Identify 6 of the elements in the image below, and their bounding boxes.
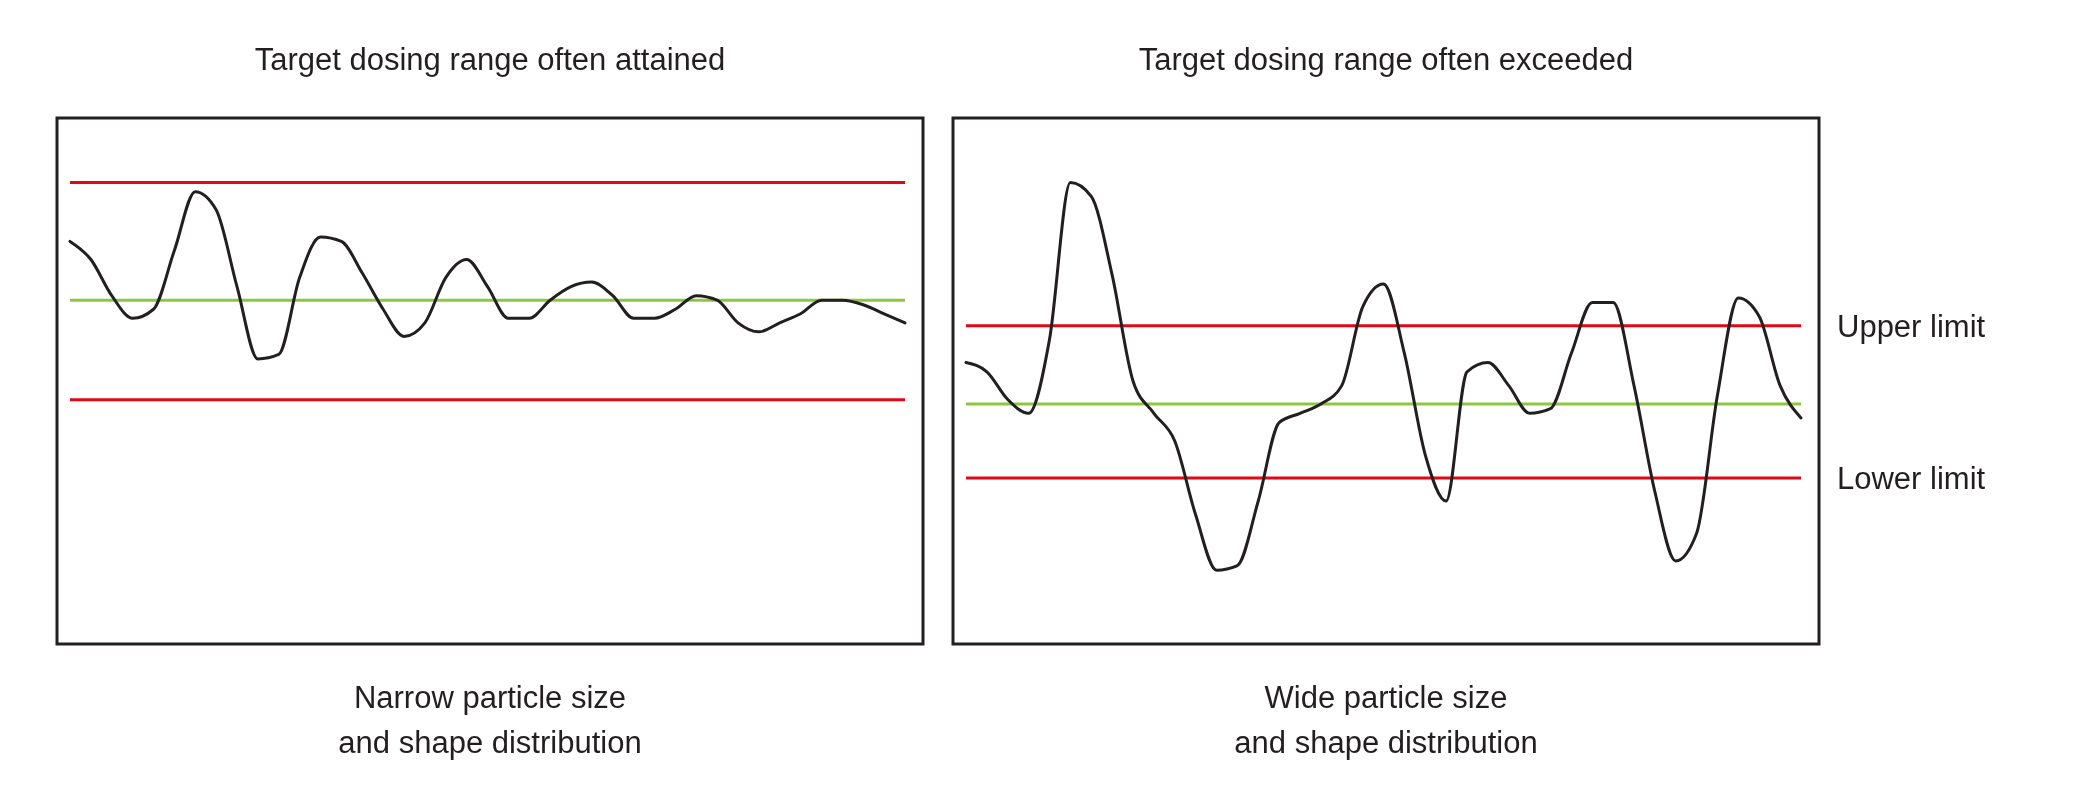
x-axis-title: Narrow particle size and shape distribution [338,680,642,760]
chart-title: Target dosing range often attained [254,42,726,77]
chart-title: Target dosing range often exceeded [1138,42,1634,77]
x-axis-title: Wide particle size and shape distribution [1234,680,1538,760]
ref-line-label: Upper limit [1837,308,1986,344]
ref-line-label: Lower limit [1837,460,1986,496]
